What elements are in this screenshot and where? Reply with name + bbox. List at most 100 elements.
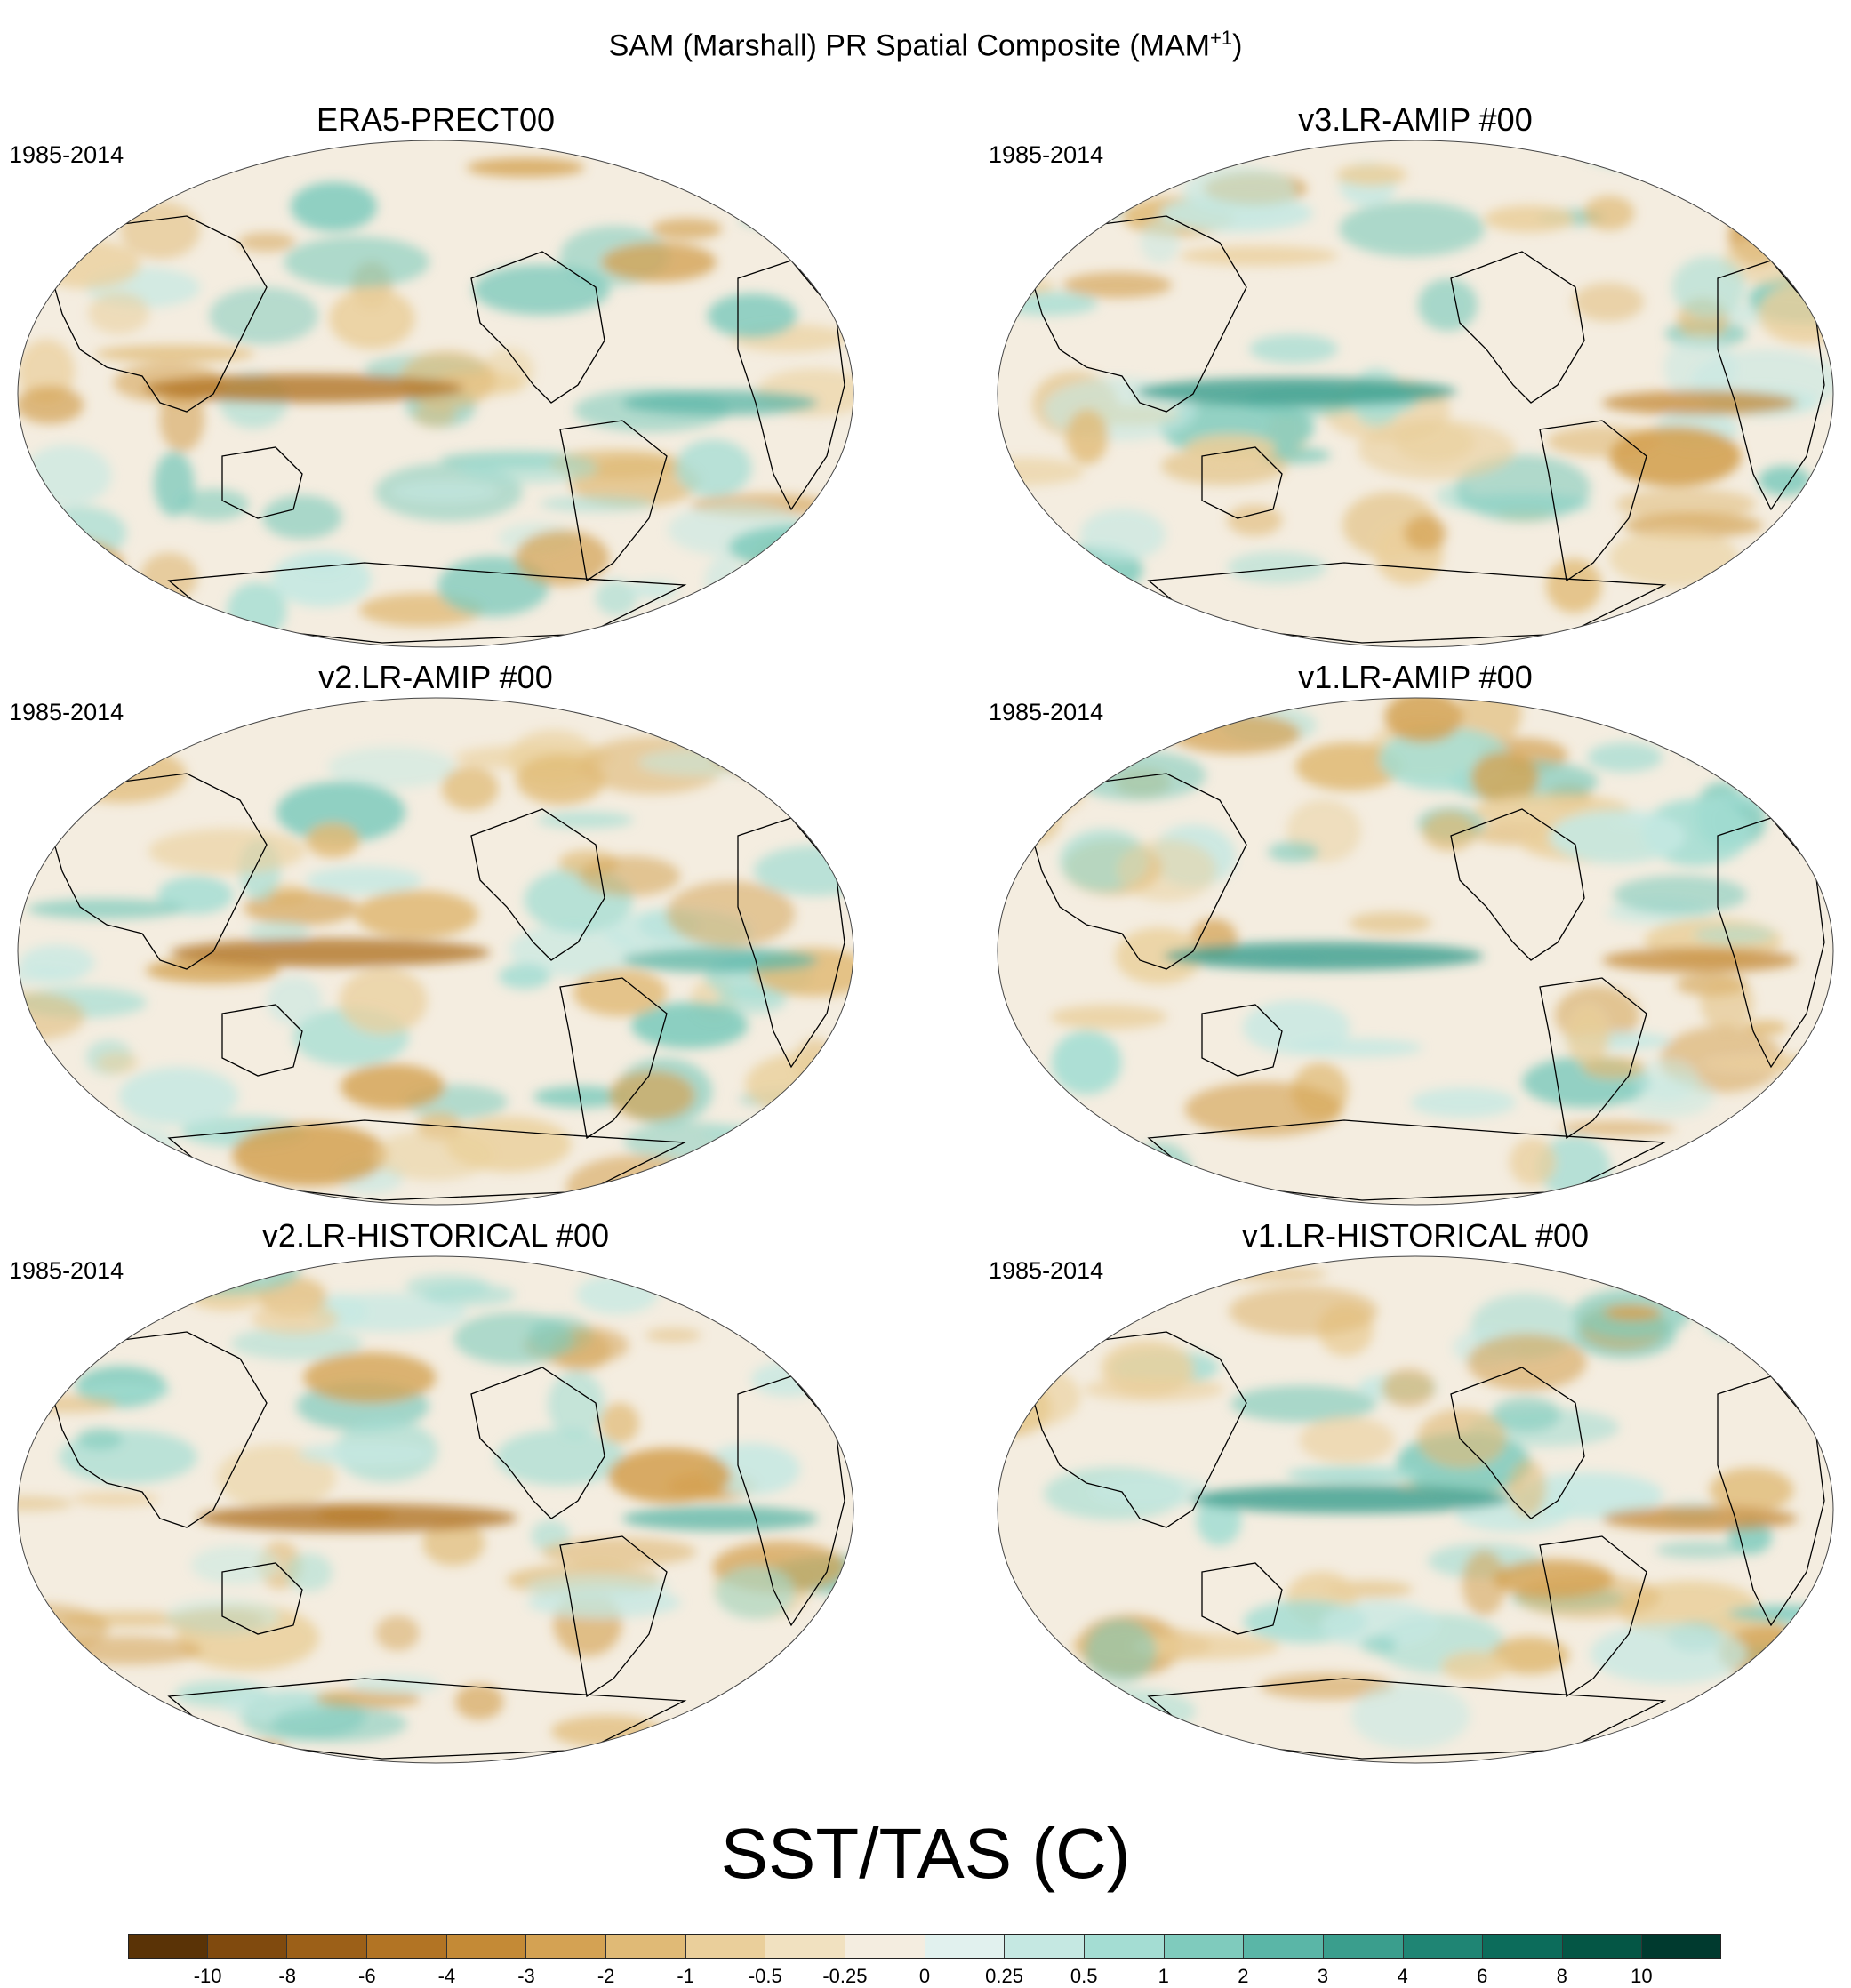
anomaly-field	[18, 1256, 853, 1763]
anomaly-blob	[1184, 1081, 1343, 1137]
anomaly-blob	[421, 1283, 516, 1307]
colorbar-cell	[845, 1934, 926, 1959]
coastline	[221, 1562, 303, 1635]
anomaly-blob	[1227, 551, 1327, 584]
anomaly-blob	[1470, 751, 1539, 803]
anomaly-blob	[1050, 1005, 1167, 1030]
panel-period: 1985-2014	[989, 699, 1104, 725]
anomaly-blob	[1349, 911, 1432, 934]
colorbar-ticks: -10 -8 -6 -4 -3 -2 -1 -0.5 -0.25 0 0.25 0.5 1 2 3 4 6 8 10	[128, 1965, 1721, 1987]
anomaly-blob	[1299, 1416, 1395, 1464]
anomaly-blob	[375, 1615, 420, 1651]
anomaly-blob	[1286, 1466, 1420, 1483]
colorbar-cell	[207, 1934, 288, 1959]
coastline	[221, 1004, 303, 1077]
equatorial-band	[622, 948, 818, 973]
coastline	[737, 817, 845, 1069]
map-border	[997, 1255, 1834, 1764]
anomaly-blob	[290, 181, 378, 232]
anomaly-blob	[808, 753, 853, 811]
anomaly-blob	[1295, 741, 1404, 791]
panel-title: v1.LR-AMIP #00	[1298, 659, 1533, 695]
anomaly-blob	[722, 585, 802, 626]
coastline	[1450, 808, 1585, 961]
anomaly-blob	[1117, 838, 1217, 902]
anomaly-blob	[284, 236, 430, 288]
anomaly-blob	[1727, 729, 1790, 787]
anomaly-blob	[413, 403, 456, 428]
anomaly-blob	[1590, 1623, 1748, 1685]
colorbar-tick-label: 4	[1397, 1965, 1408, 1987]
equatorial-band	[143, 373, 464, 403]
equatorial-band	[170, 938, 491, 967]
colorbar-cell	[1084, 1934, 1165, 1959]
anomaly-blob	[76, 1382, 172, 1401]
coastline	[559, 977, 668, 1140]
colorbar-tick-label: 1	[1158, 1965, 1169, 1987]
anomaly-blob	[483, 348, 534, 393]
anomaly-blob	[1441, 1651, 1510, 1681]
anomaly-blob	[18, 386, 84, 424]
anomaly-blob	[1088, 1474, 1213, 1509]
anomaly-blob	[42, 1256, 145, 1310]
anomaly-blob	[305, 866, 423, 894]
map-border	[17, 697, 854, 1206]
anomaly-blob	[373, 1130, 493, 1181]
anomaly-blob	[140, 552, 198, 602]
anomaly-blob	[271, 550, 372, 607]
anomaly-blob	[1711, 1735, 1833, 1758]
anomaly-blob	[498, 964, 550, 990]
colorbar-cell	[128, 1934, 208, 1959]
anomaly-blob	[666, 880, 796, 947]
anomaly-blob	[599, 1402, 639, 1444]
anomaly-blob	[1604, 1304, 1662, 1321]
anomaly-blob	[303, 1351, 437, 1404]
anomaly-blob	[750, 1361, 825, 1398]
colorbar-title: SST/TAS (C)	[720, 1814, 1131, 1893]
anomaly-blob	[120, 201, 201, 260]
anomaly-blob	[457, 453, 599, 484]
anomaly-blob	[18, 209, 54, 248]
anomaly-blob	[1491, 1396, 1561, 1432]
equatorial-band	[1602, 948, 1798, 973]
anomaly-blob	[576, 1274, 658, 1314]
anomaly-blob	[1417, 278, 1478, 332]
colorbar-cell	[1562, 1934, 1643, 1959]
anomaly-blob	[1179, 245, 1339, 267]
colorbar-tick-label: 10	[1631, 1965, 1653, 1987]
coastline	[1717, 817, 1825, 1069]
anomaly-blob	[1615, 488, 1757, 521]
anomaly-blob	[349, 1674, 440, 1695]
colorbar-cell	[925, 1934, 1006, 1959]
colorbar-tick-label: -2	[597, 1965, 615, 1987]
anomaly-blob	[548, 1371, 605, 1439]
anomaly-blob	[1037, 1267, 1165, 1286]
anomaly-blob	[216, 1444, 336, 1511]
colorbar-tick-label: -4	[437, 1965, 456, 1987]
anomaly-field	[18, 140, 853, 640]
colorbar-tick-label: -0.5	[748, 1965, 782, 1987]
anomaly-blob	[1382, 1368, 1435, 1407]
colorbar-cell	[446, 1934, 527, 1959]
anomaly-blob	[94, 345, 255, 363]
colorbar-cell	[685, 1934, 766, 1959]
anomaly-blob	[1455, 454, 1591, 523]
anomaly-blob	[1410, 1087, 1517, 1118]
panel-v2-historical: v2.LR-HISTORICAL #00 1985-2014	[9, 1218, 862, 1769]
anomaly-blob	[773, 177, 837, 242]
anomaly-blob	[1384, 698, 1462, 743]
anomaly-blob	[33, 240, 140, 289]
anomaly-blob	[298, 1441, 433, 1466]
map-border	[997, 140, 1834, 648]
anomaly-blob	[262, 495, 342, 540]
anomaly-blob	[1709, 1467, 1794, 1512]
anomaly-blob	[339, 967, 428, 1035]
panel-period: 1985-2014	[9, 141, 124, 168]
anomaly-blob	[573, 968, 668, 1017]
panel-period: 1985-2014	[989, 141, 1104, 168]
anomaly-blob	[1055, 1688, 1197, 1735]
map-border	[17, 140, 854, 648]
anomaly-blob	[154, 451, 195, 517]
anomaly-blob	[998, 1696, 1108, 1713]
anomaly-blob	[1655, 1541, 1743, 1559]
